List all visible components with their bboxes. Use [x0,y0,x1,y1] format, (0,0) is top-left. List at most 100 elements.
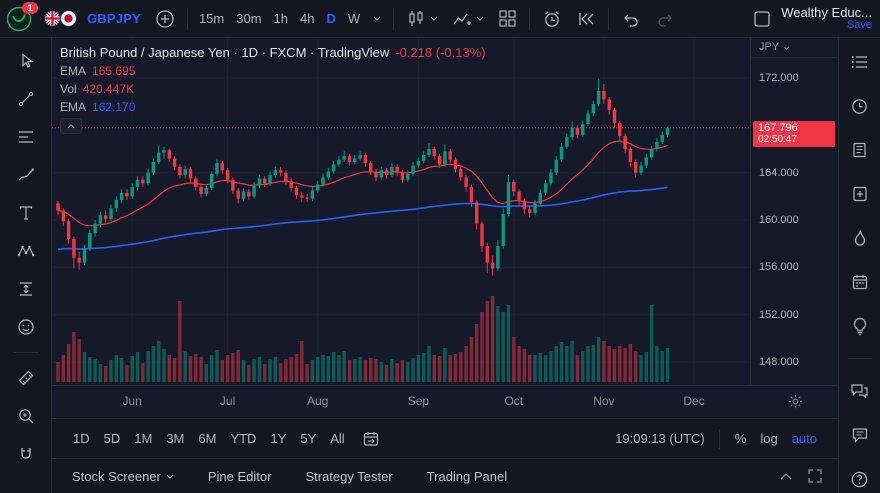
range-1m-button[interactable]: 1M [134,430,153,446]
chevron-up-icon [780,473,792,480]
public-chat-button[interactable] [847,423,873,447]
chevron-down-icon [430,16,438,21]
private-chat-button[interactable] [847,379,873,403]
axis-settings-button[interactable] [787,393,804,410]
range-5d-button[interactable]: 5D [103,430,121,446]
uk-flag-icon [44,10,61,27]
fib-retracement-tool-button[interactable] [11,122,41,152]
news-button[interactable] [847,138,873,162]
stock-screener-tab[interactable]: Stock Screener [72,469,174,484]
interval-30m-button[interactable]: 30m [236,11,262,26]
interval-15m-button[interactable]: 15m [198,11,225,26]
auto-scale-button[interactable]: auto [791,430,817,446]
volume-value: 420.447K [82,82,135,96]
interval-dropdown-button[interactable] [367,5,387,33]
percent-scale-button[interactable]: % [734,430,747,446]
volume-legend-row[interactable]: Vol 420.447K [60,82,486,96]
price-axis-label: 160.000 [759,214,799,226]
chart-pane[interactable]: British Pound / Japanese Yen · 1D · FXCM… [52,38,750,385]
price-axis-label: 164.000 [759,166,799,179]
watchlist-button[interactable] [847,50,873,74]
price-axis[interactable]: JPY 167.796 02:50:47 172.000 164.000 160.0… [750,38,838,385]
redo-button[interactable] [649,5,681,33]
interval-4h-button[interactable]: 4h [300,11,315,26]
trendline-icon [18,91,33,107]
interval-1d-button[interactable]: D [326,11,336,26]
price-axis-currency[interactable]: JPY [751,38,838,58]
range-all-button[interactable]: All [330,430,345,446]
range-3m-button[interactable]: 3M [166,430,185,446]
strategy-tester-label: Strategy Tester [305,468,393,484]
toolbar-separator [608,7,610,30]
ema-fast-legend-row[interactable]: EMA 165.695 [60,64,486,78]
undo-button[interactable] [615,5,647,33]
chart-column: British Pound / Japanese Yen · 1D · FXCM… [52,38,838,493]
symbol-title[interactable]: British Pound / Japanese Yen · 1D · FXCM… [60,45,390,60]
grid-layout-button[interactable] [492,5,523,33]
time-axis[interactable]: Jun Jul Aug Sep Oct Nov Dec [52,385,838,418]
chart-legend: British Pound / Japanese Yen · 1D · FXCM… [60,45,486,134]
gear-icon [788,394,803,409]
help-button[interactable] [847,467,873,491]
interval-1h-button[interactable]: 1h [273,11,289,26]
utc-clock[interactable]: 19:09:13 (UTC) [615,431,705,446]
xabcd-pattern-icon [17,245,34,257]
help-icon [851,471,868,487]
pine-editor-tab[interactable]: Pine Editor [208,469,272,484]
magnet-tool-button[interactable] [11,439,41,469]
panel-maximize-button[interactable] [808,469,822,483]
range-5y-button[interactable]: 5Y [300,430,317,446]
alerts-button[interactable] [847,94,873,118]
ema-slow-legend-row[interactable]: EMA 162.170 [60,100,486,114]
panel-collapse-button[interactable] [780,469,792,483]
candlestick-chart[interactable] [52,38,750,385]
forecast-icon [19,282,32,296]
range-6m-button[interactable]: 6M [198,430,217,446]
bottom-toolbar: 1D 5D 1M 3M 6M YTD 1Y 5Y All 19:09:13 (U… [52,418,838,458]
strategy-tester-tab[interactable]: Strategy Tester [305,469,392,484]
pattern-tool-button[interactable] [11,236,41,266]
notebook-button[interactable] [847,182,873,206]
range-1y-button[interactable]: 1Y [270,430,287,446]
text-tool-button[interactable] [11,198,41,228]
brush-tool-button[interactable] [11,160,41,190]
save-button[interactable]: Save [846,18,872,31]
measure-tool-button[interactable] [11,363,41,393]
range-ytd-button[interactable]: YTD [230,430,257,446]
forecast-tool-button[interactable] [11,274,41,304]
text-icon [19,206,32,220]
trend-line-tool-button[interactable] [11,84,41,114]
japan-flag-icon [60,10,77,27]
price-axis-label: 156.000 [759,261,799,274]
stock-screener-label: Stock Screener [72,468,161,484]
fib-retracement-icon [18,131,33,143]
cursor-tool-button[interactable] [11,46,41,76]
trading-panel-tab[interactable]: Trading Panel [427,469,507,484]
hotlists-button[interactable] [847,226,873,250]
create-alert-button[interactable] [536,5,568,33]
symbol-button[interactable]: GBPJPY [38,5,147,33]
goto-date-icon [363,431,378,446]
emoji-tool-button[interactable] [11,312,41,342]
indicators-button[interactable] [446,5,490,33]
layout-select-button[interactable] [747,5,777,33]
main-area: British Pound / Japanese Yen · 1D · FXCM… [0,38,880,493]
app-logo[interactable]: 1 [6,1,38,32]
compare-add-button[interactable] [149,5,181,33]
log-scale-button[interactable]: log [760,430,778,446]
legend-collapse-button[interactable] [60,118,82,134]
calendar-button[interactable] [847,270,873,294]
right-sidebar [838,38,880,493]
layout-name[interactable]: Wealthy Educ... [781,4,872,20]
alarm-clock-icon [545,10,560,27]
notification-badge[interactable]: 1 [22,1,38,14]
chart-row: British Pound / Japanese Yen · 1D · FXCM… [52,38,838,385]
interval-1w-button[interactable]: W [347,11,361,26]
range-1d-button[interactable]: 1D [73,430,90,446]
zoom-tool-button[interactable] [11,401,41,431]
bar-replay-button[interactable] [570,5,602,33]
ideas-button[interactable] [847,314,873,338]
chart-style-button[interactable] [400,5,444,33]
goto-date-button[interactable] [362,430,380,448]
